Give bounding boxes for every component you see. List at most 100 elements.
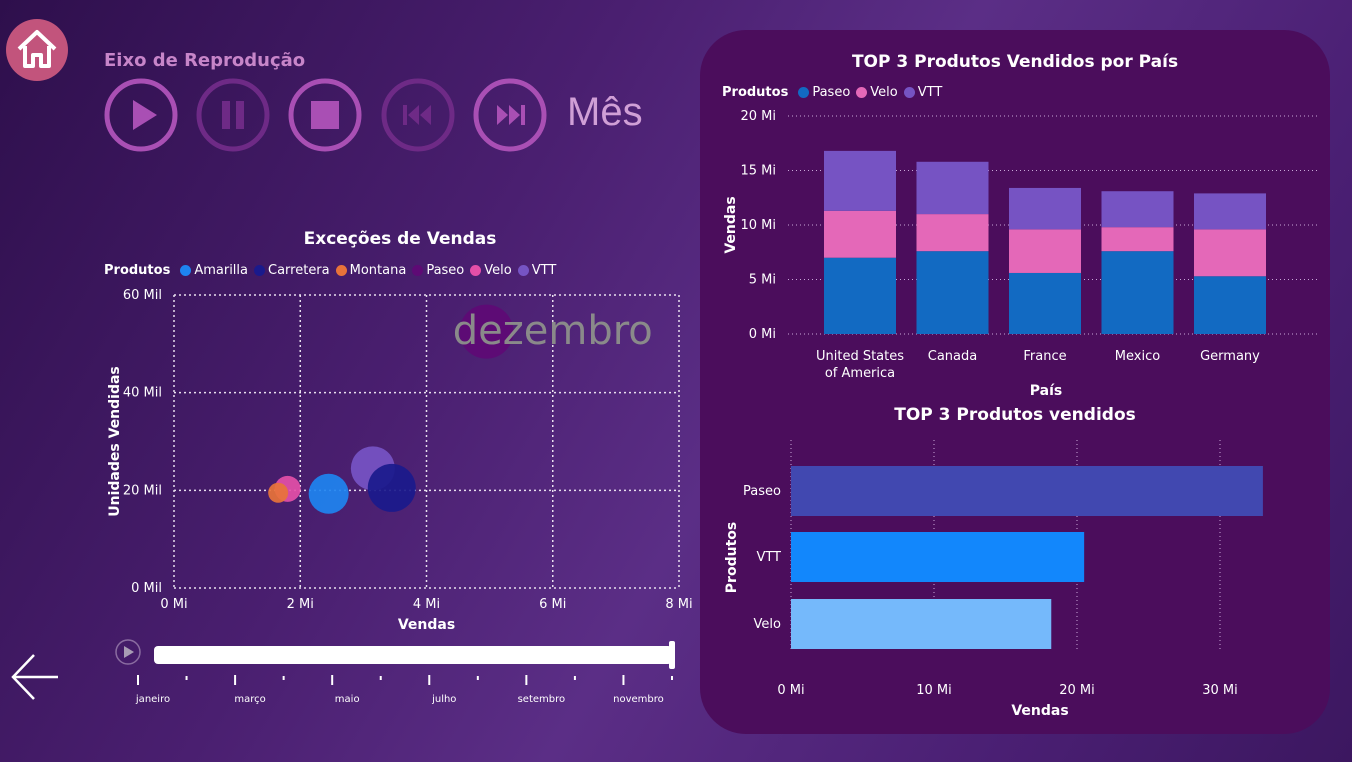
legend-label: Montana [349,263,407,278]
scatter-point-carretera[interactable] [367,463,416,512]
bar-vtt[interactable] [1009,187,1081,230]
y-tick-label: 40 Mil [123,386,162,401]
skip-forward-button[interactable] [473,78,547,152]
play-icon [124,646,134,658]
x-axis-label: País [1030,383,1062,399]
y-tick-label: 60 Mil [123,288,162,303]
bar-vtt[interactable] [1194,193,1266,230]
legend-item-montana[interactable]: Montana [335,263,407,278]
legend-dot [254,265,265,276]
scatter-legend: Produtos Amarilla Carretera Montana Pase… [104,263,556,278]
timeline-play-button[interactable] [115,639,141,665]
legend-label: Carretera [268,263,330,278]
x-axis-label: Vendas [1011,703,1068,719]
bar-vtt[interactable] [916,161,989,215]
pause-icon [196,78,270,152]
pause-button[interactable] [196,78,270,152]
scatter-chart: 0 Mi 2 Mi 4 Mi 6 Mi 8 Mi 0 Mil 20 Mil 40 Mil 60 … [107,288,693,633]
legend-label: Paseo [812,85,851,100]
play-axis-watermark: dezembro [453,308,653,354]
arrow-left-icon [11,654,58,700]
timeline-slider[interactable]: janeiro março maio julho setembro novembro [110,635,690,710]
scatter-point-paseo[interactable] [459,304,514,359]
timeline-track [154,646,672,664]
bar-vtt[interactable] [1101,191,1174,228]
bar-velo[interactable] [824,210,896,258]
timeline-month-label: julho [431,694,456,705]
y-axis-label: Produtos [724,522,740,593]
scatter-point-montana[interactable] [268,482,289,503]
timeline-month-label: novembro [613,694,664,705]
bar-vtt[interactable] [824,150,896,211]
x-tick-label: 2 Mi [287,597,314,612]
x-tick-label: United States [816,349,904,364]
scatter-point-amarilla[interactable] [308,473,349,514]
bar-vtt[interactable] [791,532,1085,582]
timeline-month-label: maio [335,694,360,705]
skip-back-icon [381,78,455,152]
scatter-grid [173,294,680,589]
y-tick-label: VTT [756,550,781,565]
legend-item-velo[interactable]: Velo [470,263,512,278]
bar-paseo[interactable] [824,257,896,334]
legend-item-velo[interactable]: Velo [856,85,898,100]
bar-paseo[interactable] [1194,276,1266,334]
y-tick-label: 10 Mi [740,218,776,233]
legend-item-vtt[interactable]: VTT [903,85,943,100]
stop-icon [288,78,362,152]
x-tick-label: of America [825,366,895,381]
y-axis-label: Vendas [723,196,739,253]
products-chart: 0 Mi 10 Mi 20 Mi 30 Mi Paseo VTT Velo Produtos V… [724,440,1263,719]
legend-title: Produtos [722,85,789,100]
legend-label: VTT [531,263,557,278]
y-tick-label: 5 Mi [749,273,776,288]
y-tick-label: 0 Mi [749,327,776,342]
legend-item-amarilla[interactable]: Amarilla [180,263,248,278]
bar-velo[interactable] [791,599,1052,649]
x-tick-label: Germany [1200,349,1260,364]
back-button[interactable] [10,650,64,704]
legend-dot [335,265,347,276]
legend-dot [412,265,424,276]
legend-item-vtt[interactable]: VTT [517,263,557,278]
y-tick-label: 15 Mi [740,164,776,179]
legend-item-carretera[interactable]: Carretera [254,263,330,278]
bar-velo[interactable] [916,214,989,252]
scatter-title: Exceções de Vendas [303,229,497,249]
bar-paseo[interactable] [1009,272,1081,334]
legend-dot [903,87,915,98]
bar-paseo[interactable] [791,466,1263,516]
legend-dot [856,87,868,98]
bar-paseo[interactable] [916,251,989,334]
x-tick-label: 6 Mi [539,597,566,612]
x-tick-label: 0 Mi [160,597,187,612]
x-tick-label: Mexico [1115,349,1160,364]
timeline-thumb[interactable] [669,641,675,669]
legend-item-paseo[interactable]: Paseo [798,85,850,100]
play-button-ring [115,639,141,665]
legend-dot [470,265,482,276]
bar-velo[interactable] [1101,227,1174,252]
x-tick-label: 30 Mi [1202,683,1238,698]
play-button[interactable] [104,78,178,152]
x-tick-label: 20 Mi [1059,683,1095,698]
bar-velo[interactable] [1009,229,1081,273]
y-tick-label: 20 Mi [740,109,776,124]
y-tick-label: Velo [754,617,781,632]
legend-dot [180,265,192,276]
legend-item-paseo[interactable]: Paseo [412,263,464,278]
x-axis-label: Vendas [398,617,455,633]
skip-back-button[interactable] [381,78,455,152]
y-tick-label: 0 Mil [131,581,162,596]
bar-paseo[interactable] [1101,251,1174,334]
legend-label: VTT [917,85,943,100]
home-button[interactable] [6,19,68,81]
x-tick-label: Canada [928,349,977,364]
x-tick-label: 0 Mi [777,683,804,698]
x-tick-label: 8 Mi [665,597,692,612]
y-tick-label: Paseo [743,484,781,499]
stop-button[interactable] [288,78,362,152]
bar-velo[interactable] [1194,229,1266,277]
skip-forward-icon [473,78,547,152]
timeline-month-label: março [234,694,265,705]
